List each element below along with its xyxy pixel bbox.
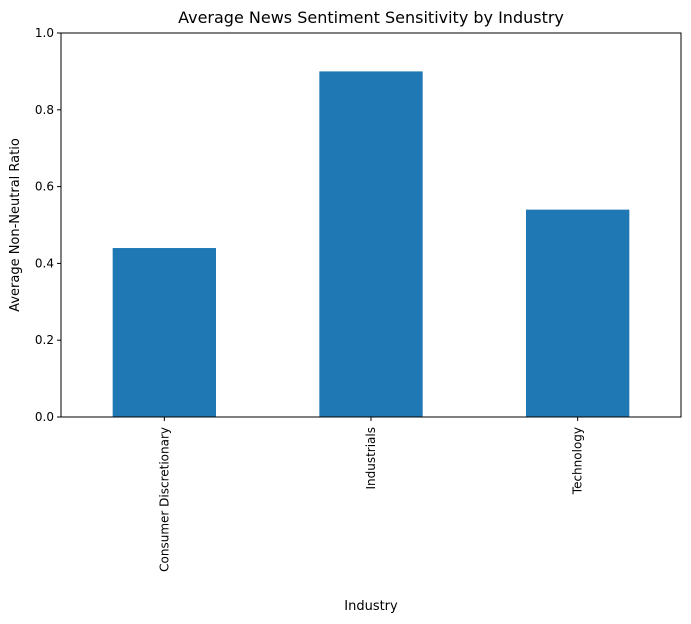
y-tick-label: 0.8 [35, 103, 54, 117]
x-tick-label: Consumer Discretionary [157, 427, 171, 572]
x-tick-label: Industrials [364, 427, 378, 490]
y-tick-label: 0.6 [35, 180, 54, 194]
y-axis-label: Average Non-Neutral Ratio [8, 138, 23, 312]
y-tick-label: 0.2 [35, 333, 54, 347]
y-tick-label: 1.0 [35, 26, 54, 40]
y-tick-label: 0.0 [35, 410, 54, 424]
x-tick-label: Technology [571, 427, 585, 495]
bar-technology [526, 209, 630, 417]
y-tick-label: 0.4 [35, 256, 54, 270]
x-axis-label: Industry [344, 599, 398, 614]
chart-title: Average News Sentiment Sensitivity by In… [178, 8, 564, 27]
bar-industrials [319, 71, 423, 418]
bar-consumer-discretionary [112, 248, 216, 417]
